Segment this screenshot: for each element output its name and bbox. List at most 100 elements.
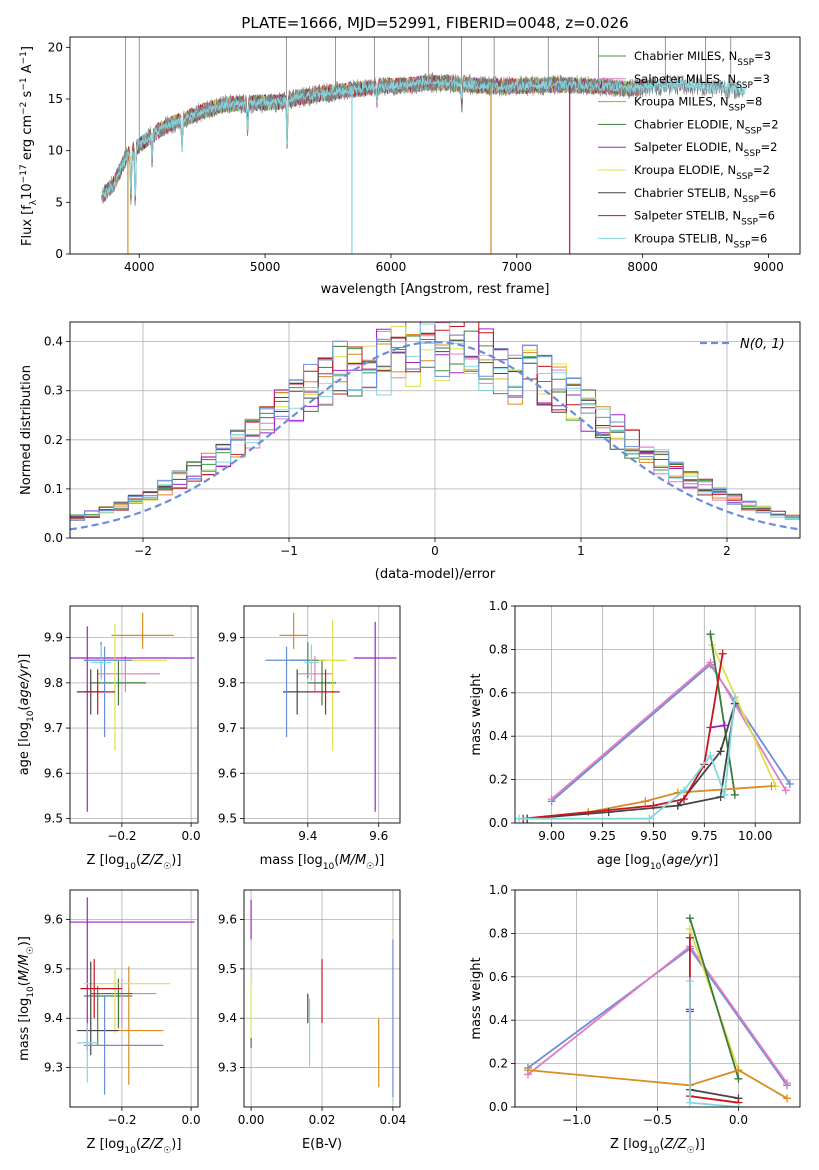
y-tick-label: 5 xyxy=(55,195,63,209)
plot-area-age-vs-weight xyxy=(515,630,794,823)
y-axis-label: mass [log10(M/M☉)] xyxy=(17,936,36,1061)
label-part: Z [log xyxy=(87,853,125,868)
label-part: =6 xyxy=(750,231,767,245)
legend-entry: N(0, 1) xyxy=(740,337,785,352)
label-part: −1 xyxy=(19,51,29,64)
x-tick-label: 9.00 xyxy=(538,829,565,843)
y-axis-label-group: age [log10(age/yr)] xyxy=(17,654,36,776)
label-part: =6 xyxy=(759,186,776,200)
weight-marker xyxy=(720,790,729,799)
label-part: mass [log xyxy=(17,998,32,1061)
label-part: )] xyxy=(171,853,181,868)
label-part: mass [log xyxy=(260,853,323,868)
spectrum-model-line xyxy=(103,78,747,198)
weight-marker xyxy=(706,658,715,667)
label-part: =2 xyxy=(762,117,779,131)
label-part: Kroupa ELODIE, N xyxy=(634,163,736,177)
weight-marker xyxy=(783,1094,792,1103)
label-part: ( xyxy=(661,853,666,868)
y-tick-label: 0.4 xyxy=(489,729,508,743)
label-part: )] xyxy=(171,1137,181,1152)
label-part: ☉ xyxy=(163,1146,171,1156)
weight-marker xyxy=(685,977,694,986)
weight-marker xyxy=(645,814,654,823)
label-part: Chabrier ELODIE, N xyxy=(634,117,745,131)
label-part: ( xyxy=(17,706,32,711)
x-axis-label: Z [log10(Z/Z☉)] xyxy=(87,1137,182,1156)
y-tick-label: 0.0 xyxy=(44,531,63,545)
label-part: =6 xyxy=(758,209,775,223)
x-tick-label: 9.6 xyxy=(369,829,388,843)
x-tick-label: 6000 xyxy=(376,260,407,274)
label-part: age [log xyxy=(597,853,650,868)
axes-mass-vs-age: 9.4 9.6 9.5 9.6 9.7 9.8 9.9 mass [log10(M/M☉)] xyxy=(218,605,401,872)
label-part: 10 xyxy=(124,862,136,872)
axes-frame xyxy=(243,889,401,1108)
label-part: )] xyxy=(17,936,32,946)
weight-line xyxy=(689,1088,739,1100)
axes-frame xyxy=(243,605,401,824)
label-part: 10 xyxy=(26,710,36,722)
spectrum-line xyxy=(104,74,643,198)
label-part: =8 xyxy=(745,95,762,109)
weight-marker xyxy=(734,1103,743,1107)
label-part: 10 xyxy=(20,183,35,200)
x-tick-label: −0.2 xyxy=(107,1113,136,1127)
x-tick-label: −1.0 xyxy=(562,1113,591,1127)
normal-curve xyxy=(70,341,800,531)
histogram-series xyxy=(70,334,800,538)
label-part: )] xyxy=(374,853,384,868)
y-tick-label: 0.2 xyxy=(489,1057,508,1071)
label-part: M/M xyxy=(339,853,366,868)
weight-marker xyxy=(685,914,694,923)
weight-marker xyxy=(641,797,650,806)
legend-entry: Chabrier MILES, NSSP=3 xyxy=(634,49,771,68)
label-part: ☉ xyxy=(687,1146,695,1156)
weight-marker xyxy=(730,790,739,799)
y-tick-label: 0.6 xyxy=(489,970,508,984)
label-part: 10 xyxy=(323,862,335,872)
x-tick-label: 9.75 xyxy=(691,829,718,843)
y-tick-label: 0.4 xyxy=(44,335,63,349)
label-part: 10 xyxy=(648,1146,660,1156)
y-tick-label: 1.0 xyxy=(489,883,508,897)
y-axis-label-group: mass [log10(M/M☉)] xyxy=(17,936,36,1061)
weight-marker xyxy=(685,1098,694,1107)
x-tick-label: 4000 xyxy=(124,260,155,274)
label-part: ( xyxy=(136,853,141,868)
label-part: Z [log xyxy=(87,1137,125,1152)
label-part: Kroupa STELIB, N xyxy=(634,231,734,245)
y-tick-label: 0.1 xyxy=(44,482,63,496)
figure-title: PLATE=1666, MJD=52991, FIBERID=0048, z=0… xyxy=(241,14,628,32)
label-part: SSP xyxy=(741,218,758,228)
x-tick-label: 5000 xyxy=(250,260,281,274)
weight-marker xyxy=(716,747,725,756)
axes-age-vs-weight: 9.00 9.25 9.50 9.75 10.00 0.0 0.2 0.4 0.6 0.8 1.0 a… xyxy=(469,599,801,872)
weight-marker xyxy=(547,795,556,804)
plot-area-ebv-vs-mass xyxy=(250,899,394,1098)
label-part: =2 xyxy=(761,140,778,154)
x-tick-label: 8000 xyxy=(627,260,658,274)
axes-ebv-vs-mass: 0.00 0.02 0.04 9.3 9.4 9.5 9.6 E(B-V) xyxy=(218,889,406,1152)
legend-entry: Kroupa ELODIE, NSSP=2 xyxy=(634,163,770,182)
label-part: )] xyxy=(17,654,32,664)
y-tick-label: 0.3 xyxy=(44,384,63,398)
y-tick-label: 0.4 xyxy=(489,1013,508,1027)
axes-frame xyxy=(514,889,801,1108)
y-axis-label: Normed distribution xyxy=(19,365,34,495)
weight-marker xyxy=(515,814,524,823)
label-part: s xyxy=(20,90,35,101)
plot-area-z-vs-weight xyxy=(523,914,792,1107)
weight-line xyxy=(551,663,791,802)
plot-area-z-vs-age xyxy=(70,612,195,812)
weight-line xyxy=(709,634,736,795)
x-tick-label: 9.50 xyxy=(640,829,667,843)
weight-line xyxy=(689,917,740,1080)
weight-marker xyxy=(523,1066,532,1075)
weight-line xyxy=(711,644,777,787)
y-tick-label: 9.9 xyxy=(218,631,237,645)
axes-frame xyxy=(69,889,199,1108)
